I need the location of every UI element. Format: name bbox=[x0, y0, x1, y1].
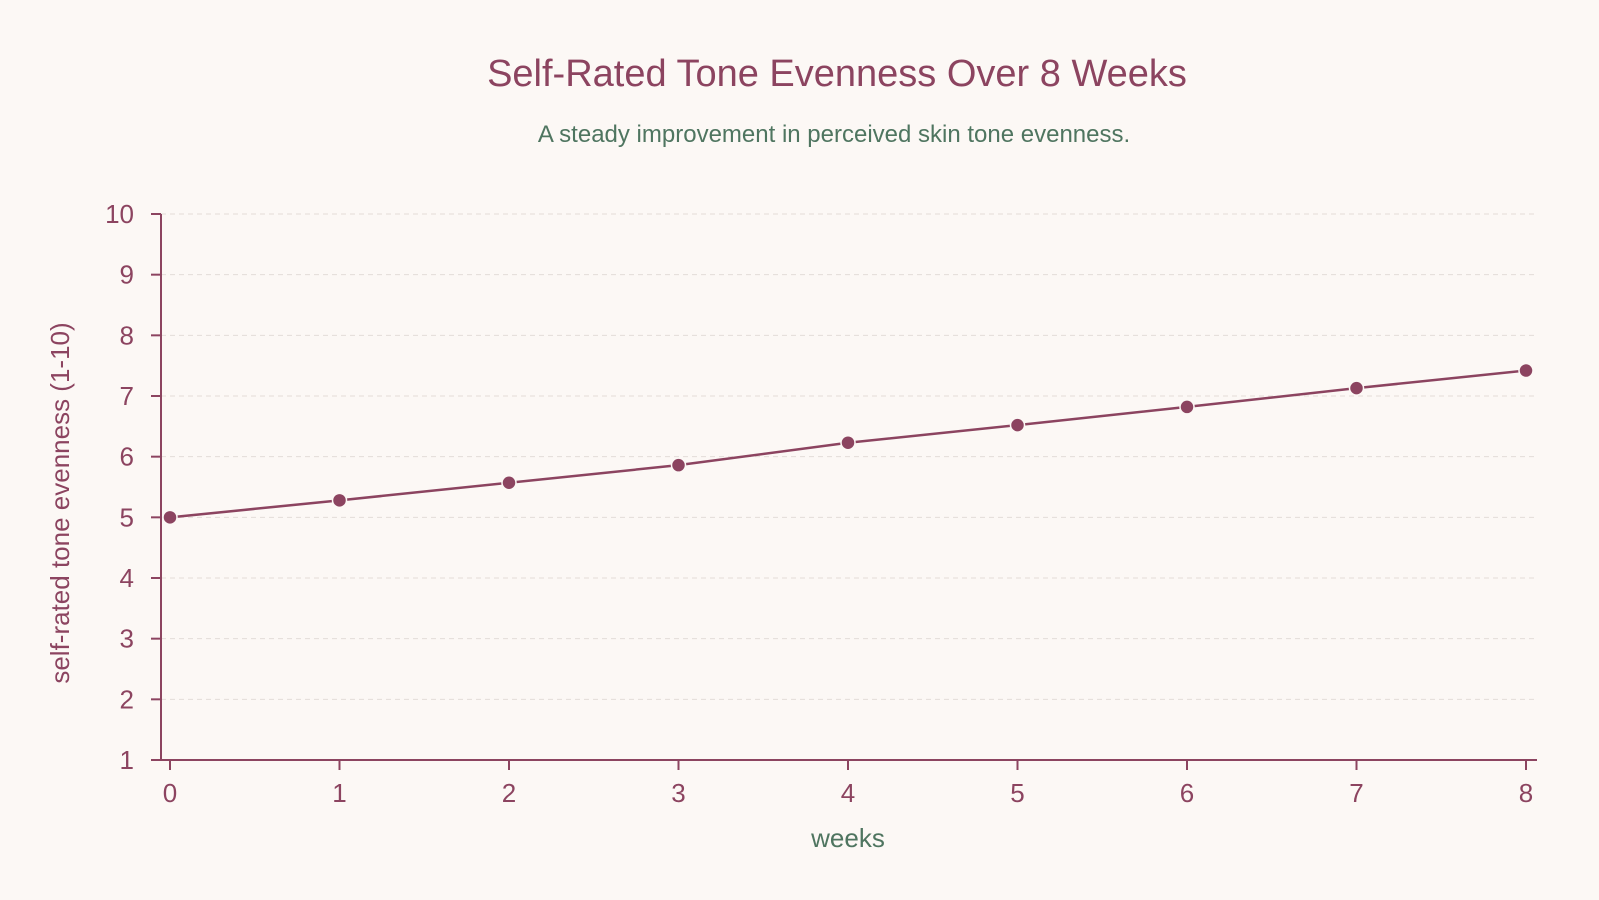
chart-subtitle: A steady improvement in perceived skin t… bbox=[538, 121, 1130, 148]
axes bbox=[160, 214, 1537, 761]
x-tick-label: 0 bbox=[163, 778, 177, 808]
data-point bbox=[1179, 399, 1195, 415]
y-tick-label: 8 bbox=[120, 320, 134, 350]
y-tick-label: 3 bbox=[120, 624, 134, 654]
data-point bbox=[501, 475, 517, 491]
data-point bbox=[1009, 417, 1026, 433]
y-tick-label: 4 bbox=[120, 563, 134, 593]
y-axis-label: self-rated tone evenness (1-10) bbox=[45, 322, 75, 683]
y-tick-label: 10 bbox=[105, 199, 134, 229]
x-tick-label: 2 bbox=[502, 778, 516, 808]
y-tick-label: 6 bbox=[120, 442, 134, 472]
x-axis-label: weeks bbox=[810, 823, 885, 853]
x-tick-label: 8 bbox=[1519, 778, 1533, 808]
data-point bbox=[1348, 380, 1365, 396]
data-point bbox=[840, 434, 856, 451]
y-tick-label: 7 bbox=[120, 381, 134, 411]
y-tick-label: 2 bbox=[120, 684, 134, 714]
x-tick-label: 4 bbox=[841, 778, 855, 808]
x-tick-label: 6 bbox=[1180, 778, 1194, 808]
y-tick-label: 9 bbox=[120, 260, 134, 290]
data-point bbox=[670, 457, 687, 473]
series bbox=[162, 362, 1534, 526]
x-tick-label: 1 bbox=[332, 778, 346, 808]
data-point bbox=[331, 492, 348, 509]
data-point bbox=[1518, 362, 1534, 379]
y-tick-label: 5 bbox=[120, 502, 134, 532]
data-point bbox=[162, 509, 178, 526]
x-tick-label: 5 bbox=[1010, 778, 1024, 808]
x-tick-label: 7 bbox=[1349, 778, 1363, 808]
x-tick-label: 3 bbox=[671, 778, 685, 808]
y-tick-label: 1 bbox=[120, 745, 134, 775]
grid-lines bbox=[161, 213, 1537, 700]
chart-title: Self-Rated Tone Evenness Over 8 Weeks bbox=[487, 53, 1187, 95]
